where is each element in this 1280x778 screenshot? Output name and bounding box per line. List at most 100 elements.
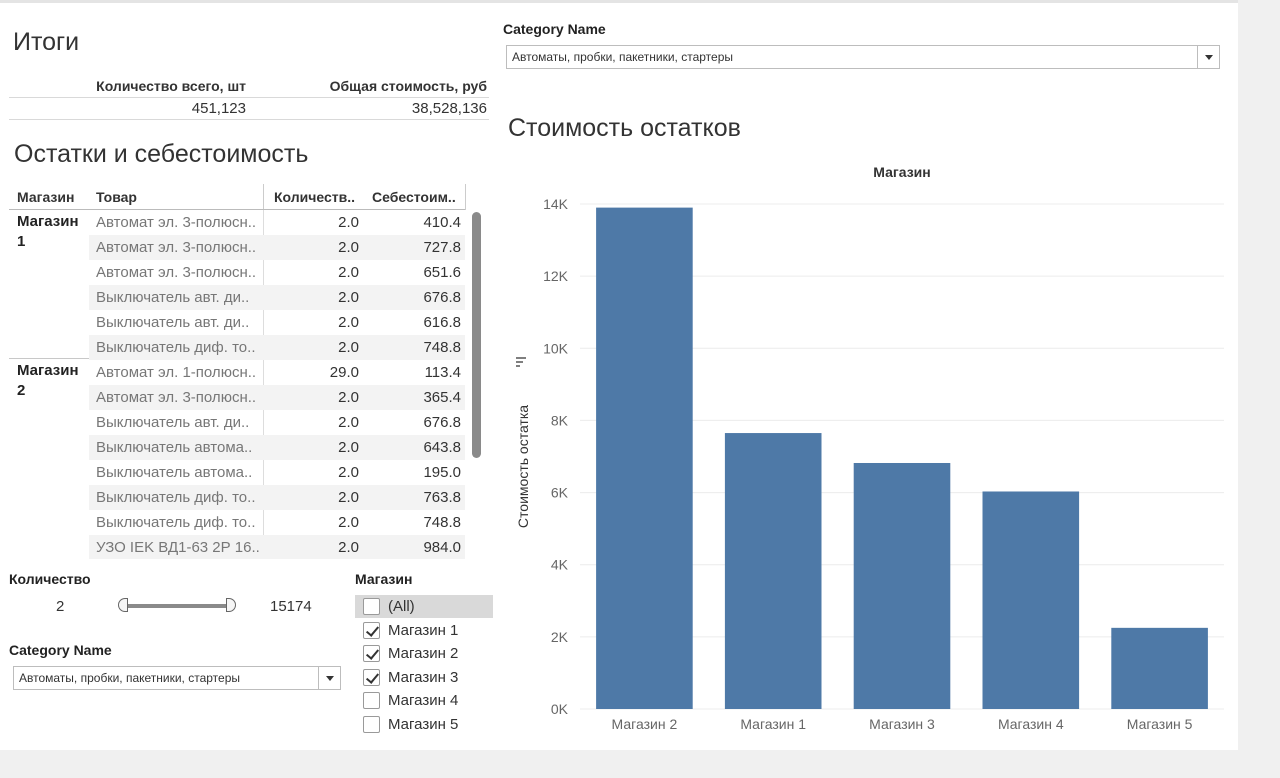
- chevron-down-icon: [326, 676, 334, 681]
- category-filter-label: Category Name: [9, 642, 112, 658]
- cell-qty: 2.0: [338, 514, 359, 531]
- cell-product: Автомат эл. 3-полюсн..: [96, 239, 257, 256]
- cell-cost: 113.4: [424, 364, 461, 381]
- store-option-all[interactable]: (All): [355, 595, 493, 618]
- column-header-store[interactable]: Магазин: [17, 189, 75, 205]
- table-row[interactable]: Выключатель диф. то.. 2.0 748.8: [89, 335, 465, 360]
- table-row[interactable]: Выключатель диф. то.. 2.0 748.8: [89, 510, 465, 535]
- column-header-qty[interactable]: Количеств..: [274, 189, 356, 205]
- store-group-label: Магазин 1: [17, 212, 87, 252]
- y-tick-label: 2K: [551, 629, 569, 645]
- table-row[interactable]: Выключатель авт. ди.. 2.0 676.8: [89, 285, 465, 310]
- store-option-label: Магазин 1: [388, 621, 459, 639]
- qty-filter-min: 2: [56, 598, 65, 615]
- cell-product: Выключатель авт. ди..: [96, 414, 250, 431]
- table-row[interactable]: Выключатель авт. ди.. 2.0 676.8: [89, 410, 465, 435]
- stock-table[interactable]: Магазин Товар Количеств.. Себестоим.. Ма…: [9, 184, 487, 559]
- checkbox-checked-icon[interactable]: [363, 645, 380, 663]
- checkbox-checked-icon[interactable]: [363, 668, 380, 686]
- store-option-label: (All): [388, 598, 415, 615]
- store-option[interactable]: Магазин 1: [355, 619, 493, 642]
- cell-qty: 2.0: [338, 314, 359, 331]
- bar[interactable]: [724, 433, 822, 709]
- bar-chart: Магазин 0K 2K 4K 6K 8K 10K 12K 14K Стоимость оста…: [515, 164, 1224, 732]
- bar[interactable]: [982, 491, 1080, 709]
- cell-qty: 2.0: [338, 489, 359, 506]
- table-row[interactable]: Автомат эл. 3-полюсн.. 2.0 727.8: [89, 235, 465, 260]
- cell-cost: 643.8: [423, 439, 461, 456]
- cell-cost: 365.4: [423, 389, 461, 406]
- cell-cost: 676.8: [423, 414, 461, 431]
- category-dropdown-value: Автоматы, пробки, пакетники, стартеры: [19, 671, 240, 685]
- totals-qty-header: Количество всего, шт: [96, 78, 246, 94]
- cell-cost: 676.8: [423, 289, 461, 306]
- store-option-label: Магазин 4: [388, 692, 459, 710]
- table-row[interactable]: Выключатель авт. ди.. 2.0 616.8: [89, 310, 465, 335]
- bar[interactable]: [596, 207, 693, 709]
- store-option-label: Магазин 2: [388, 645, 459, 663]
- table-title: Остатки и себестоимость: [14, 140, 309, 168]
- cell-qty: 2.0: [338, 389, 359, 406]
- cell-cost: 410.4: [423, 214, 461, 231]
- store-option[interactable]: Магазин 2: [355, 642, 493, 665]
- table-row[interactable]: Выключатель диф. то.. 2.0 763.8: [89, 485, 465, 510]
- store-group-label-line: Магазин: [17, 362, 79, 379]
- sort-icon: [516, 357, 526, 367]
- cell-product: Выключатель диф. то..: [96, 489, 256, 506]
- header-divider: [9, 209, 465, 210]
- table-row[interactable]: УЗО IEK ВД1-63 2Р 16.. 2.0 984.0: [89, 535, 465, 559]
- top-category-dropdown-value: Автоматы, пробки, пакетники, стартеры: [512, 50, 733, 64]
- cell-cost: 984.0: [423, 539, 461, 556]
- top-category-dropdown[interactable]: Автоматы, пробки, пакетники, стартеры: [506, 45, 1220, 69]
- cell-product: Выключатель диф. то..: [96, 514, 256, 531]
- chart-title: Стоимость остатков: [508, 114, 741, 142]
- x-tick-label: Магазин 3: [869, 716, 935, 732]
- qty-slider-max-handle[interactable]: [226, 598, 236, 612]
- bar[interactable]: [853, 462, 951, 709]
- column-header-cost[interactable]: Себестоим..: [372, 189, 456, 205]
- table-row[interactable]: Автомат эл. 3-полюсн.. 2.0 410.4: [89, 210, 465, 235]
- store-option[interactable]: Магазин 3: [355, 666, 493, 689]
- table-row[interactable]: Автомат эл. 3-полюсн.. 2.0 365.4: [89, 385, 465, 410]
- totals-cost-header: Общая стоимость, руб: [329, 78, 487, 94]
- cell-product: Автомат эл. 3-полюсн..: [96, 389, 257, 406]
- checkbox-checked-icon[interactable]: [363, 621, 380, 639]
- cell-qty: 2.0: [338, 214, 359, 231]
- store-option[interactable]: Магазин 5: [355, 713, 493, 736]
- y-tick-label: 6K: [551, 485, 569, 501]
- totals-divider: [9, 97, 489, 98]
- store-option-label: Магазин 5: [388, 716, 459, 733]
- bar[interactable]: [1111, 627, 1208, 709]
- checkbox-empty-icon[interactable]: [363, 692, 380, 710]
- store-group-label-line: Магазин: [17, 213, 79, 230]
- chart-header: Магазин: [873, 164, 930, 180]
- cell-qty: 2.0: [338, 439, 359, 456]
- table-row[interactable]: Автомат эл. 1-полюсн.. 29.0 113.4: [89, 360, 465, 385]
- table-row[interactable]: Выключатель автома.. 2.0 195.0: [89, 460, 465, 485]
- cell-qty: 2.0: [338, 289, 359, 306]
- qty-slider-min-handle[interactable]: [118, 598, 128, 612]
- qty-slider-track[interactable]: [124, 604, 232, 608]
- cell-cost: 195.0: [423, 464, 461, 481]
- checkbox-empty-icon[interactable]: [363, 598, 380, 615]
- store-group-label-line: 1: [17, 233, 26, 250]
- dropdown-button[interactable]: [1197, 46, 1219, 68]
- column-header-product[interactable]: Товар: [96, 189, 137, 205]
- table-scrollbar[interactable]: [472, 212, 481, 458]
- table-row[interactable]: Выключатель автома.. 2.0 643.8: [89, 435, 465, 460]
- x-tick-label: Магазин 2: [612, 716, 678, 732]
- y-tick-label: 4K: [551, 557, 569, 573]
- category-dropdown[interactable]: Автоматы, пробки, пакетники, стартеры: [13, 666, 341, 690]
- cell-qty: 2.0: [338, 414, 359, 431]
- top-category-filter-label: Category Name: [503, 21, 606, 37]
- dropdown-button[interactable]: [318, 667, 340, 689]
- totals-cost-value: 38,528,136: [411, 100, 487, 117]
- checkbox-empty-icon[interactable]: [363, 716, 380, 733]
- y-tick-label: 0K: [551, 701, 569, 717]
- table-row[interactable]: Автомат эл. 3-полюсн.. 2.0 651.6: [89, 260, 465, 285]
- cell-cost: 763.8: [423, 489, 461, 506]
- store-option[interactable]: Магазин 4: [355, 689, 493, 712]
- cell-cost: 748.8: [423, 514, 461, 531]
- cell-product: Выключатель диф. то..: [96, 339, 256, 356]
- top-border: [0, 0, 1238, 3]
